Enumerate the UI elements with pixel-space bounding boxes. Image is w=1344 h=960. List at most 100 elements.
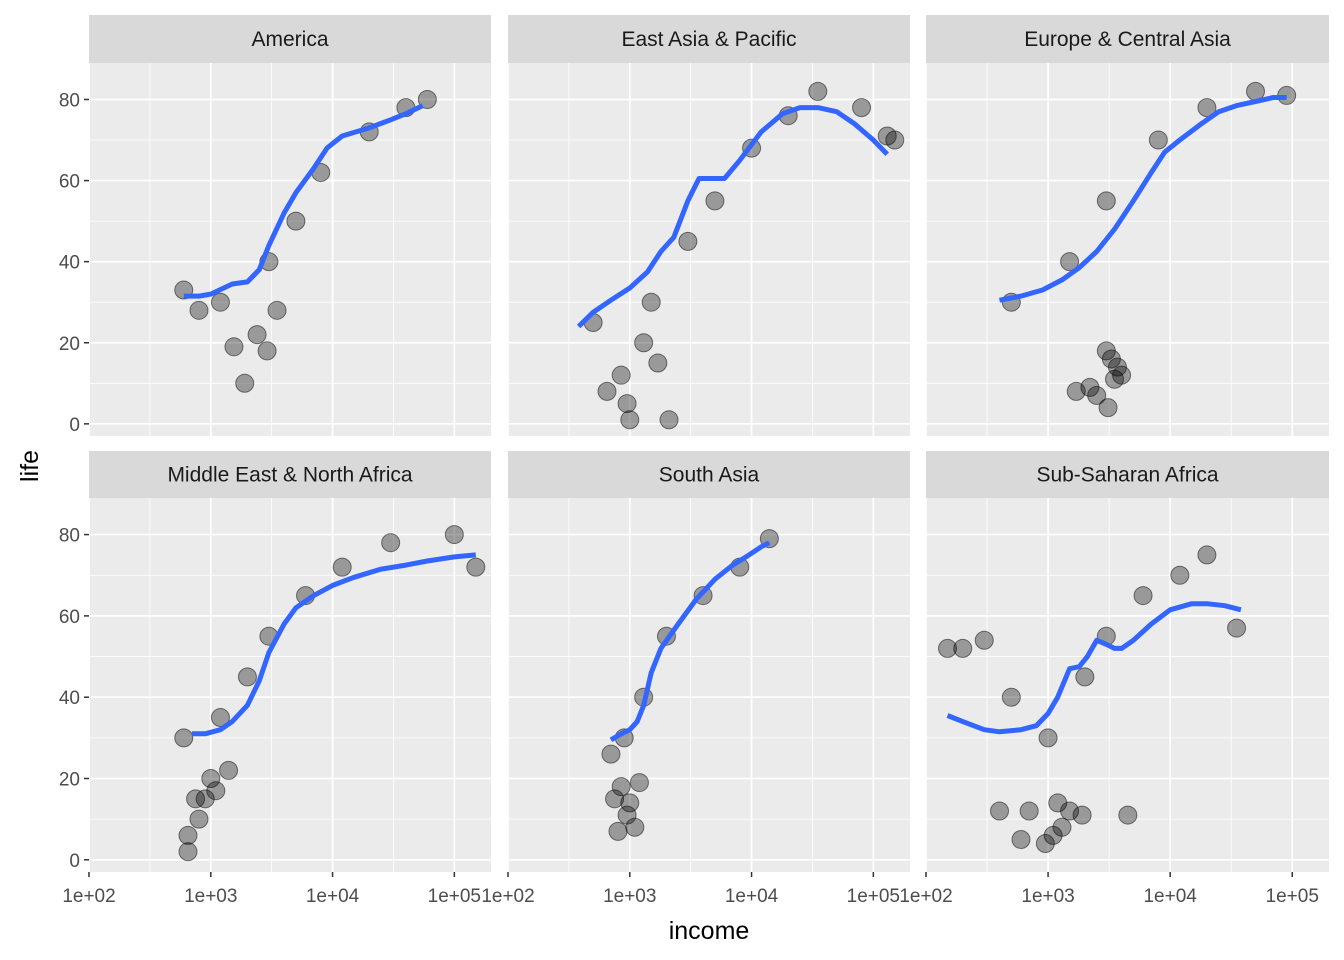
panel-background (89, 498, 491, 872)
data-point (937, 638, 957, 658)
data-point (705, 191, 725, 211)
y-tick-label: 40 (59, 253, 80, 274)
data-point (235, 373, 255, 393)
grid (507, 498, 910, 872)
data-point (1072, 805, 1092, 825)
data-point (1060, 252, 1080, 272)
panel-background (926, 63, 1329, 436)
points (174, 525, 486, 862)
data-point (1080, 377, 1100, 397)
panel-4: Middle East & North Africa 0 20 40 60 80 1e+02… (59, 451, 491, 907)
data-point (189, 809, 209, 829)
y-axis-title: life (16, 450, 44, 482)
y-tick-label: 80 (59, 90, 80, 111)
data-point (617, 394, 637, 414)
data-point (648, 353, 668, 373)
panel-3: Europe & Central Asia (925, 15, 1329, 436)
data-point (605, 789, 625, 809)
data-point (174, 728, 194, 748)
facet-strip (89, 15, 491, 63)
data-point (1035, 834, 1055, 854)
y-tick-label: 0 (69, 415, 80, 436)
smooth-line (609, 540, 771, 743)
data-point (1001, 687, 1021, 707)
data-point (257, 341, 277, 361)
data-point (659, 410, 679, 430)
panels-layer: America 0 20 40 60 80 East Asia & Pacific Europ… (59, 15, 1329, 907)
facet-strip (926, 451, 1329, 498)
data-point (1038, 728, 1058, 748)
facet-strip (508, 15, 910, 63)
data-point (641, 292, 661, 312)
data-point (247, 325, 267, 345)
data-point (1011, 829, 1031, 849)
facet-strip (508, 451, 910, 498)
data-point (1170, 565, 1190, 585)
smooth-line (576, 105, 889, 329)
y-tick-label: 40 (59, 688, 80, 709)
data-point (210, 708, 230, 728)
facet-label: South Asia (659, 464, 760, 487)
data-point (953, 638, 973, 658)
grid (88, 63, 491, 436)
x-tick-label: 1e+03 (1021, 886, 1074, 907)
data-point (189, 300, 209, 320)
data-point (219, 760, 239, 780)
points (1001, 81, 1297, 418)
data-point (608, 821, 628, 841)
data-point (381, 533, 401, 553)
facet-label: East Asia & Pacific (621, 28, 796, 51)
y-tick-label: 60 (59, 172, 80, 193)
data-point (808, 81, 828, 101)
data-point (597, 381, 617, 401)
data-point (332, 557, 352, 577)
data-point (267, 300, 287, 320)
data-point (237, 667, 257, 687)
data-point (1112, 365, 1132, 385)
panel-1: America 0 20 40 60 80 (59, 15, 491, 436)
data-point (629, 773, 649, 793)
facet-label: America (251, 28, 328, 51)
data-point (1096, 191, 1116, 211)
data-point (974, 630, 994, 650)
y-tick-label: 80 (59, 526, 80, 547)
smooth-line (183, 103, 424, 299)
y-tick-label: 60 (59, 607, 80, 628)
x-tick-label: 1e+05 (847, 886, 900, 907)
data-point (1075, 667, 1095, 687)
data-point (286, 211, 306, 231)
x-tick-label: 1e+04 (1143, 886, 1197, 907)
data-point (178, 842, 198, 862)
data-point (195, 789, 215, 809)
panel-background (508, 63, 910, 436)
x-tick-label: 1e+03 (184, 886, 237, 907)
y-tick-label: 20 (59, 770, 80, 791)
x-tick-label: 1e+02 (62, 886, 115, 907)
data-point (611, 777, 631, 797)
facet-label: Sub-Saharan Africa (1036, 464, 1218, 487)
panel-background (926, 498, 1329, 872)
data-point (186, 789, 206, 809)
data-point (1197, 545, 1217, 565)
data-point (1118, 805, 1138, 825)
panel-5: South Asia 1e+02 1e+03 1e+04 1e+05 (481, 451, 910, 907)
smooth-line (191, 552, 477, 737)
data-point (1019, 801, 1039, 821)
y-tick-label: 20 (59, 334, 80, 355)
facet-strip (926, 15, 1329, 63)
points (937, 545, 1247, 854)
data-point (1148, 130, 1168, 150)
smooth-line (999, 95, 1287, 303)
data-point (1227, 618, 1247, 638)
facet-label: Middle East & North Africa (167, 464, 412, 487)
data-point (678, 231, 698, 251)
data-point (634, 333, 654, 353)
data-point (620, 793, 640, 813)
data-point (224, 337, 244, 357)
data-point (210, 292, 230, 312)
panel-background (508, 498, 910, 872)
grid (925, 63, 1329, 436)
x-tick-label: 1e+05 (428, 886, 481, 907)
data-point (1052, 817, 1072, 837)
